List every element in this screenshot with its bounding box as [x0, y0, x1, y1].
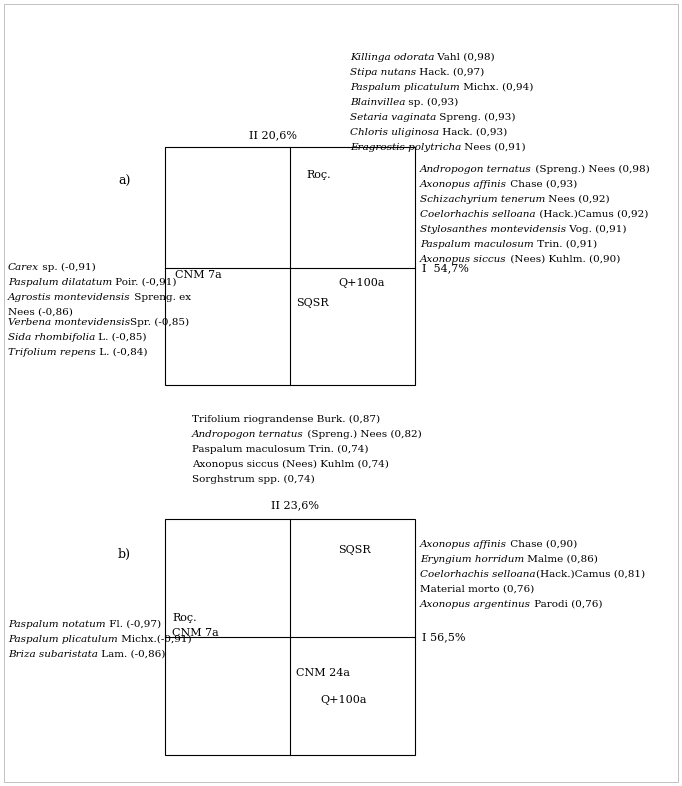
Text: Fl. (-0,97): Fl. (-0,97)	[106, 620, 161, 629]
Text: Verbena montevidensis: Verbena montevidensis	[8, 318, 130, 327]
Text: Paspalum plicatulum: Paspalum plicatulum	[8, 635, 118, 644]
Text: (Hack.)Camus (0,92): (Hack.)Camus (0,92)	[535, 210, 648, 219]
Text: Spr. (-0,85): Spr. (-0,85)	[130, 318, 189, 327]
Text: (Spreng.) Nees (0,98): (Spreng.) Nees (0,98)	[532, 165, 649, 174]
Text: sp. (-0,91): sp. (-0,91)	[39, 263, 96, 272]
Text: Michx.(-0,91): Michx.(-0,91)	[118, 635, 192, 644]
Text: (Hack.)Camus (0,81): (Hack.)Camus (0,81)	[535, 570, 644, 579]
Text: Axonopus siccus: Axonopus siccus	[420, 255, 507, 264]
Text: (Nees) Kuhlm. (0,90): (Nees) Kuhlm. (0,90)	[507, 255, 620, 264]
Text: I 56,5%: I 56,5%	[422, 632, 466, 642]
Text: Stipa nutans: Stipa nutans	[350, 68, 416, 77]
Text: Hack. (0,93): Hack. (0,93)	[439, 128, 507, 137]
Text: Roç.: Roç.	[306, 170, 331, 180]
Text: L. (-0,84): L. (-0,84)	[95, 348, 147, 357]
Text: Michx. (0,94): Michx. (0,94)	[460, 83, 533, 92]
Text: Sida rhombifolia: Sida rhombifolia	[8, 333, 95, 342]
Text: b): b)	[118, 548, 131, 561]
Text: Eragrostis polytricha: Eragrostis polytricha	[350, 143, 461, 152]
Text: II 23,6%: II 23,6%	[271, 500, 319, 510]
Text: Nees (0,92): Nees (0,92)	[546, 195, 610, 204]
Text: SQSR: SQSR	[338, 545, 370, 555]
Text: Paspalum dilatatum: Paspalum dilatatum	[8, 278, 113, 287]
Text: Setaria vaginata: Setaria vaginata	[350, 113, 436, 122]
Text: Vahl (0,98): Vahl (0,98)	[434, 53, 495, 62]
Text: Roç.: Roç.	[172, 613, 196, 623]
Text: Material morto (0,76): Material morto (0,76)	[420, 585, 534, 594]
Text: Chase (0,93): Chase (0,93)	[507, 180, 577, 189]
Text: CNM 7a: CNM 7a	[172, 628, 219, 638]
Text: Blainvillea: Blainvillea	[350, 98, 405, 107]
Text: Spreng. ex: Spreng. ex	[131, 293, 191, 302]
Text: Axonopus argentinus: Axonopus argentinus	[420, 600, 531, 609]
Text: Lam. (-0,86): Lam. (-0,86)	[98, 650, 165, 659]
Text: L. (-0,85): L. (-0,85)	[95, 333, 147, 342]
Text: Chloris uliginosa: Chloris uliginosa	[350, 128, 439, 137]
Text: Paspalum plicatulum: Paspalum plicatulum	[350, 83, 460, 92]
Text: sp. (0,93): sp. (0,93)	[405, 98, 458, 107]
Text: Q+100a: Q+100a	[338, 278, 385, 288]
Text: Schizachyrium tenerum: Schizachyrium tenerum	[420, 195, 546, 204]
Text: Parodi (0,76): Parodi (0,76)	[531, 600, 602, 609]
Text: Carex: Carex	[8, 263, 39, 272]
Text: Stylosanthes montevidensis: Stylosanthes montevidensis	[420, 225, 566, 234]
Text: Malme (0,86): Malme (0,86)	[524, 555, 598, 564]
Text: Hack. (0,97): Hack. (0,97)	[416, 68, 484, 77]
Text: Nees (-0,86): Nees (-0,86)	[8, 308, 73, 317]
Text: Sorghstrum spp. (0,74): Sorghstrum spp. (0,74)	[192, 475, 315, 484]
Text: Axonopus siccus (Nees) Kuhlm (0,74): Axonopus siccus (Nees) Kuhlm (0,74)	[192, 460, 389, 469]
Text: Chase (0,90): Chase (0,90)	[507, 540, 577, 549]
Text: Coelorhachis selloana: Coelorhachis selloana	[420, 570, 535, 579]
Bar	[165, 147, 415, 385]
Bar	[165, 519, 415, 755]
Text: Paspalum maculosum: Paspalum maculosum	[420, 240, 534, 249]
Text: I  54,7%: I 54,7%	[422, 263, 469, 273]
Text: Axonopus affinis: Axonopus affinis	[420, 540, 507, 549]
Text: Andropogon ternatus: Andropogon ternatus	[192, 430, 303, 439]
Text: Trifolium riograndense Burk. (0,87): Trifolium riograndense Burk. (0,87)	[192, 415, 380, 424]
Text: Poir. (-0,91): Poir. (-0,91)	[113, 278, 177, 287]
Text: Eryngium horridum: Eryngium horridum	[420, 555, 524, 564]
Text: CNM 24a: CNM 24a	[296, 668, 350, 678]
Text: Spreng. (0,93): Spreng. (0,93)	[436, 113, 516, 122]
Text: Andropogon ternatus: Andropogon ternatus	[420, 165, 532, 174]
Text: Nees (0,91): Nees (0,91)	[461, 143, 526, 152]
Text: Coelorhachis selloana: Coelorhachis selloana	[420, 210, 535, 219]
Text: Paspalum maculosum Trin. (0,74): Paspalum maculosum Trin. (0,74)	[192, 445, 368, 454]
Text: Killinga odorata: Killinga odorata	[350, 53, 434, 62]
Text: Trifolium repens: Trifolium repens	[8, 348, 95, 357]
Text: Vog. (0,91): Vog. (0,91)	[566, 225, 627, 234]
Text: Briza subaristata: Briza subaristata	[8, 650, 98, 659]
Text: a): a)	[118, 175, 130, 188]
Text: Q+100a: Q+100a	[320, 695, 366, 705]
Text: (Spreng.) Nees (0,82): (Spreng.) Nees (0,82)	[303, 430, 421, 439]
Text: Agrostis montevidensis: Agrostis montevidensis	[8, 293, 131, 302]
Text: CNM 7a: CNM 7a	[175, 270, 222, 280]
Text: Trin. (0,91): Trin. (0,91)	[534, 240, 597, 249]
Text: II 20,6%: II 20,6%	[249, 130, 297, 140]
Text: SQSR: SQSR	[296, 298, 329, 308]
Text: Axonopus affinis: Axonopus affinis	[420, 180, 507, 189]
Text: Paspalum notatum: Paspalum notatum	[8, 620, 106, 629]
